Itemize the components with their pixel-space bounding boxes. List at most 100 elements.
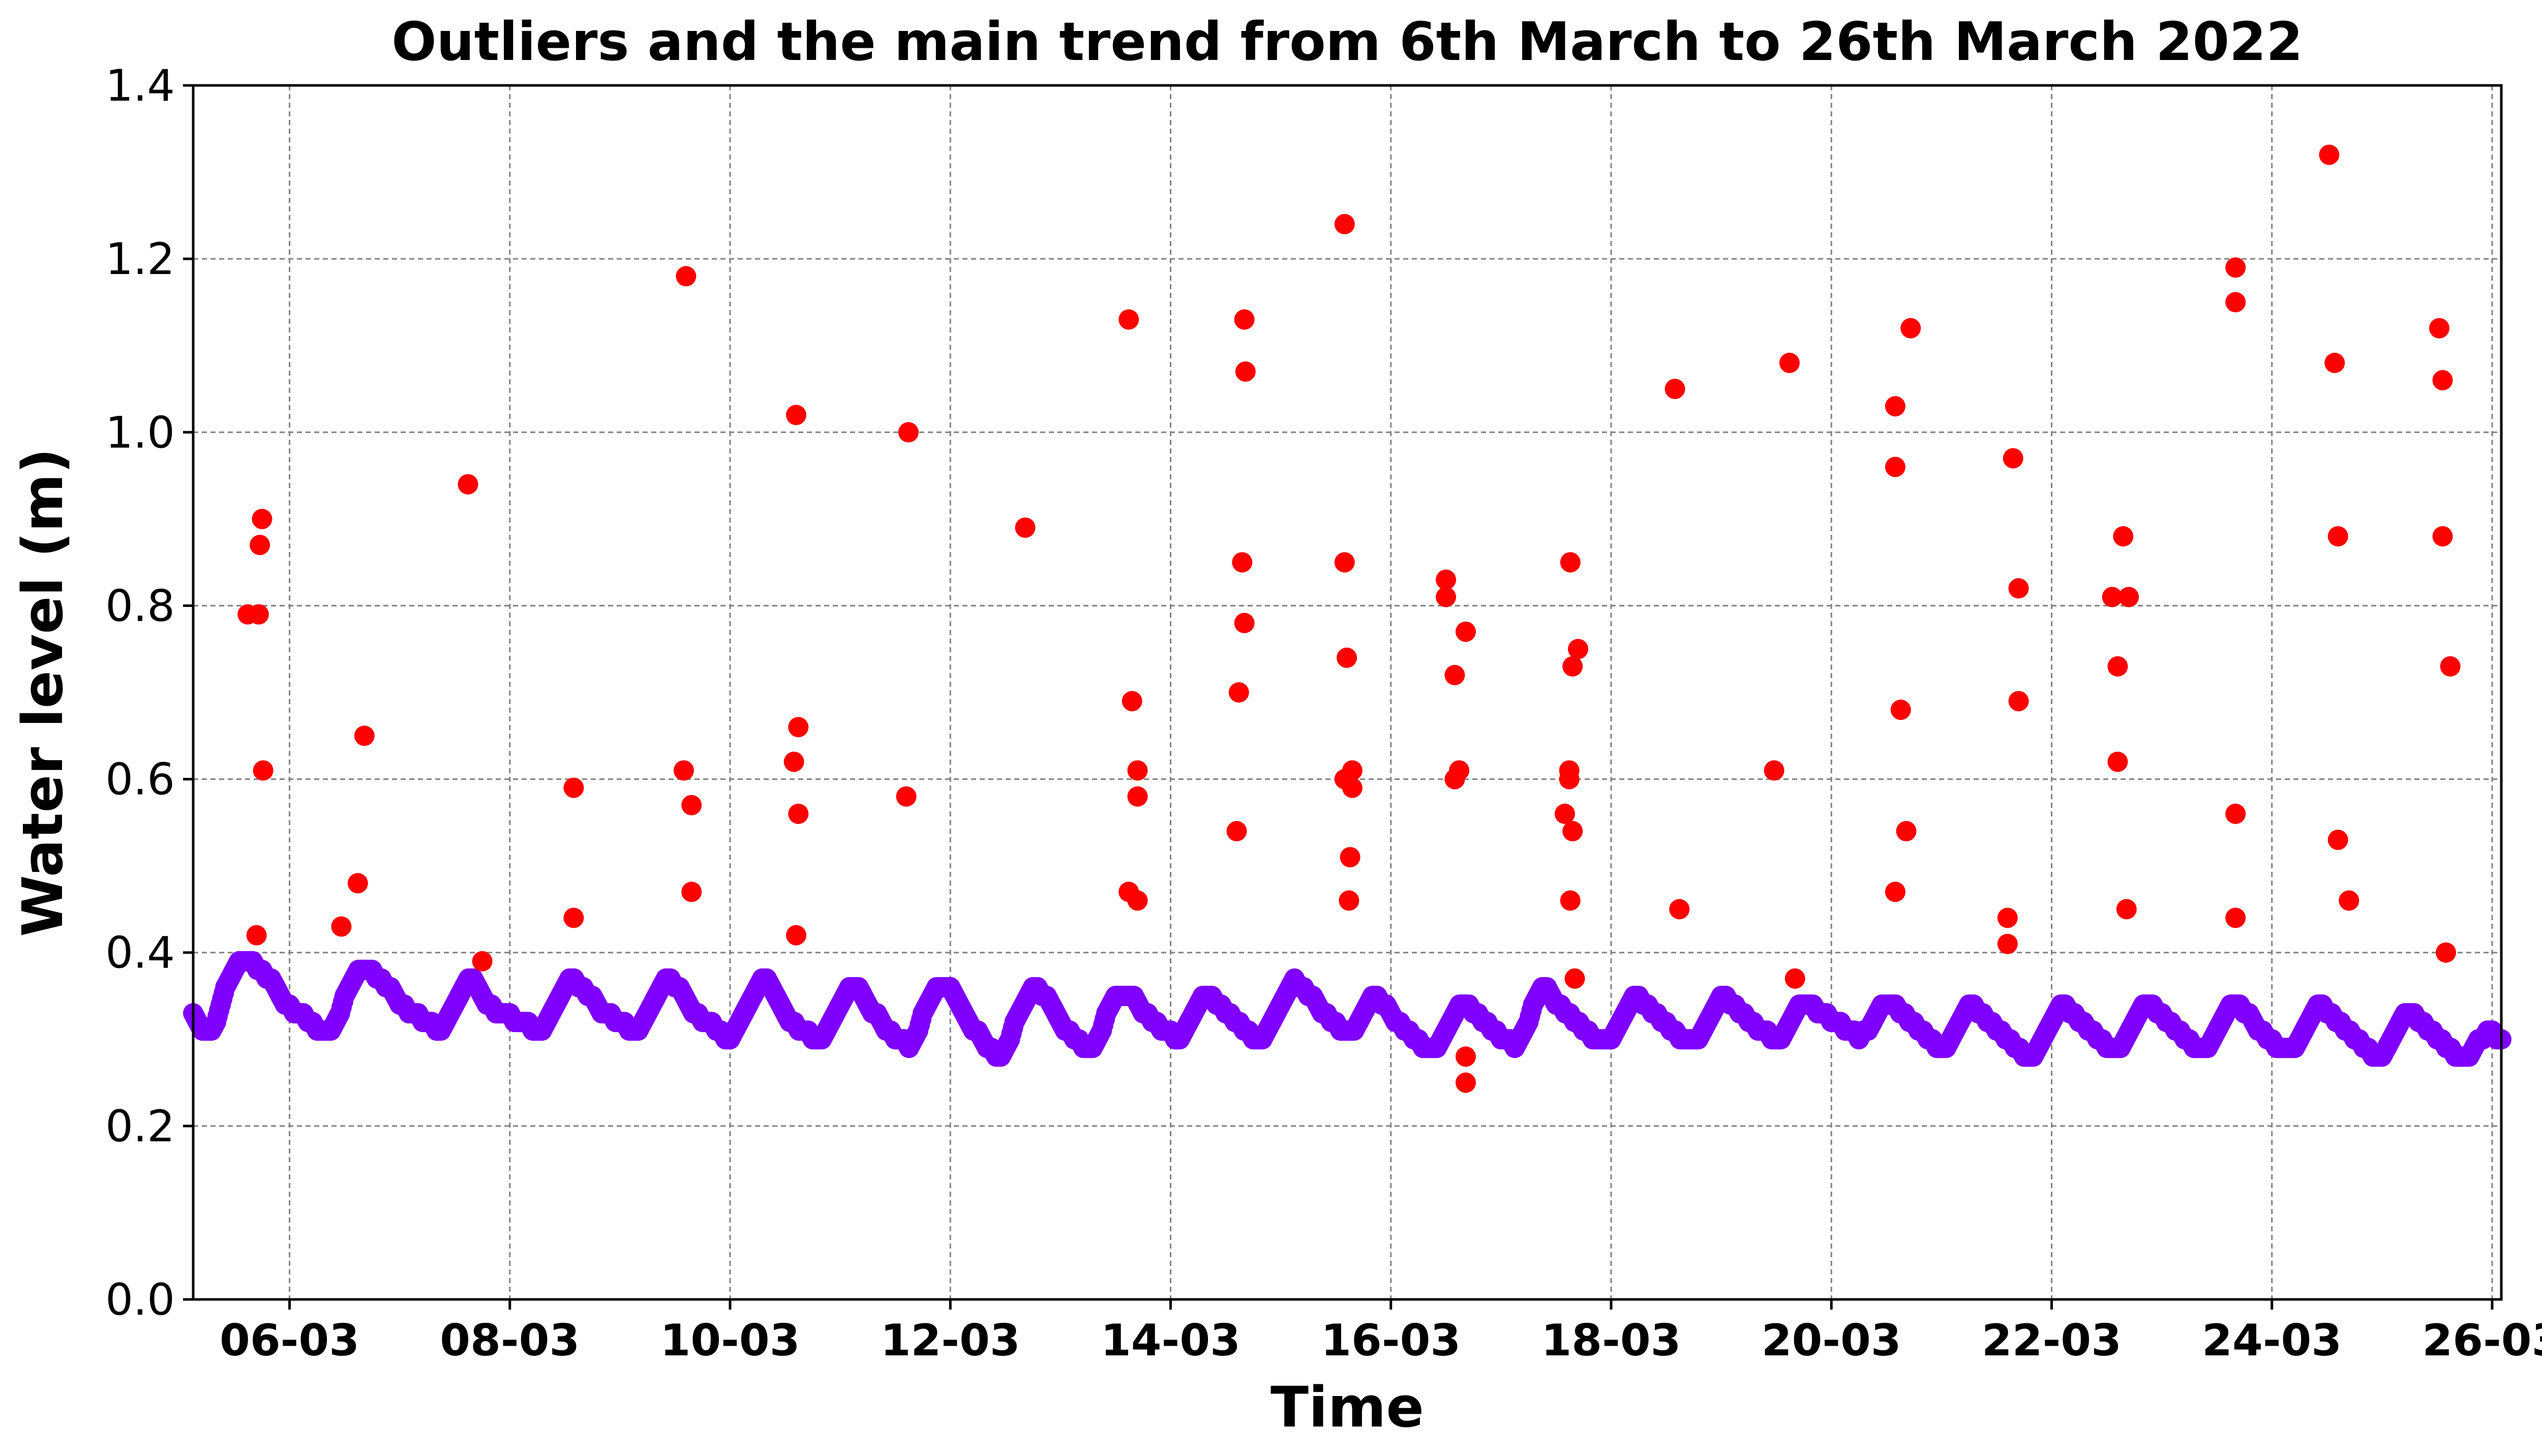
outlier-point	[1122, 691, 1142, 712]
outlier-point	[1456, 1072, 1476, 1093]
grid	[193, 85, 2501, 1299]
outlier-point	[331, 916, 352, 937]
y-tick-label: 1.4	[105, 60, 175, 111]
outlier-point	[246, 925, 267, 946]
outlier-point	[2113, 526, 2134, 547]
outlier-point	[1896, 821, 1917, 841]
outlier-point	[1559, 769, 1580, 790]
outlier-point	[2327, 830, 2348, 850]
y-tick-label: 0.0	[105, 1275, 175, 1325]
outlier-point	[1900, 318, 1921, 339]
y-axis: 0.0 0.2 0.4 0.6 0.8 1.0 1.2 1.4	[105, 60, 193, 1325]
outlier-point	[2339, 890, 2359, 911]
outlier-point	[2107, 751, 2128, 772]
plot-frame	[192, 84, 2503, 1301]
outlier-point	[786, 925, 806, 946]
outlier-point	[1560, 890, 1581, 911]
x-axis: 06-03 08-03 10-03 12-03 14-03 16-03 18-03 20-03…	[220, 1299, 2542, 1366]
x-axis-label: Time	[1270, 1375, 1424, 1440]
outlier-point	[1885, 457, 1905, 477]
x-tick-label: 06-03	[220, 1315, 359, 1366]
outlier-point	[1885, 396, 1905, 417]
outlier-point	[354, 725, 375, 746]
x-tick-label: 18-03	[1541, 1315, 1681, 1366]
outlier-point	[2429, 318, 2449, 339]
outlier-point	[1560, 552, 1581, 573]
outlier-point	[2440, 656, 2461, 677]
outlier-point	[1997, 933, 2018, 954]
outlier-point	[252, 508, 273, 529]
y-tick-label: 1.0	[105, 407, 175, 458]
outlier-point	[1118, 309, 1139, 330]
outlier-point	[563, 777, 584, 798]
outlier-point	[2225, 803, 2246, 824]
outlier-point	[898, 422, 919, 443]
outlier-point	[1127, 760, 1148, 781]
outlier-point	[896, 786, 917, 807]
outlier-point	[1340, 847, 1360, 868]
outlier-point	[2324, 352, 2345, 373]
outlier-point	[1342, 777, 1363, 798]
outlier-point	[1339, 890, 1359, 911]
outlier-point	[2008, 578, 2029, 599]
y-tick-label: 0.8	[105, 581, 175, 631]
outlier-point	[563, 907, 584, 928]
y-tick-label: 0.2	[105, 1101, 175, 1152]
outlier-point	[1784, 968, 1805, 989]
outlier-point	[1334, 552, 1355, 573]
outlier-point	[1764, 760, 1784, 781]
outlier-point	[248, 604, 269, 625]
outlier-point	[2116, 899, 2137, 920]
outlier-point	[253, 760, 274, 781]
y-tick-label: 1.2	[105, 234, 175, 285]
outlier-point	[2432, 526, 2453, 547]
outlier-point	[2107, 656, 2128, 677]
outlier-point	[1562, 656, 1583, 677]
outlier-point	[1234, 613, 1255, 633]
outlier-point	[1444, 769, 1465, 790]
outlier-point	[1015, 517, 1036, 538]
outlier-point	[250, 535, 270, 555]
outlier-point	[2432, 370, 2453, 390]
outlier-point	[458, 474, 478, 495]
x-tick-label: 12-03	[881, 1315, 1020, 1366]
outlier-point	[2119, 587, 2139, 608]
x-tick-label: 22-03	[1982, 1315, 2122, 1366]
outlier-point	[1997, 907, 2018, 928]
outlier-point	[674, 760, 694, 781]
y-tick-label: 0.4	[105, 928, 175, 979]
outlier-point	[2003, 448, 2023, 469]
x-tick-label: 14-03	[1101, 1315, 1240, 1366]
outlier-point	[1555, 803, 1575, 824]
outlier-point	[1226, 821, 1247, 841]
outlier-series	[237, 144, 2461, 1093]
outlier-point	[1456, 621, 1476, 642]
outlier-point	[1334, 214, 1355, 234]
outlier-point	[472, 951, 493, 972]
y-axis-label: Water level (m)	[10, 448, 75, 936]
outlier-point	[1228, 682, 1249, 703]
outlier-point	[676, 266, 697, 287]
outlier-point	[1232, 552, 1253, 573]
outlier-point	[1779, 352, 1800, 373]
outlier-point	[783, 751, 804, 772]
outlier-point	[2436, 942, 2456, 963]
trend-series	[183, 951, 2511, 1067]
outlier-point	[1885, 882, 1905, 902]
outlier-point	[347, 873, 368, 894]
x-tick-label: 26-03	[2422, 1315, 2542, 1366]
outlier-point	[1342, 760, 1363, 781]
outlier-point	[1669, 899, 1690, 920]
outlier-point	[786, 405, 806, 426]
outlier-point	[1562, 821, 1583, 841]
outlier-point	[2225, 907, 2246, 928]
outlier-point	[1235, 361, 1256, 382]
x-tick-label: 20-03	[1762, 1315, 1901, 1366]
outlier-point	[1564, 968, 1585, 989]
outlier-point	[788, 803, 809, 824]
outlier-point	[1568, 639, 1588, 659]
x-tick-label: 08-03	[440, 1315, 580, 1366]
outlier-point	[1436, 587, 1457, 608]
outlier-point	[1665, 379, 1685, 399]
outlier-point	[2008, 691, 2029, 712]
